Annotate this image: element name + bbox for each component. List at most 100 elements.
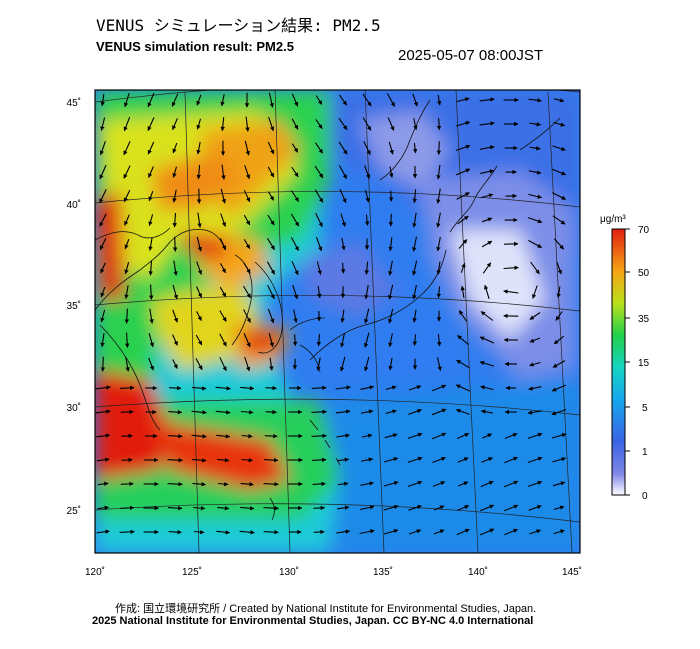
wind-arrow	[340, 309, 345, 323]
wind-arrow	[124, 214, 130, 226]
wind-arrow	[431, 432, 447, 440]
wind-arrow	[312, 481, 326, 487]
wind-arrow	[267, 308, 275, 324]
colorbar-tick: 35	[638, 314, 650, 325]
wind-arrow	[123, 116, 131, 132]
wind-arrow	[193, 529, 205, 535]
wind-arrow	[220, 213, 227, 227]
wind-arrow	[172, 334, 178, 346]
wind-arrow	[292, 334, 298, 347]
wind-arrow	[220, 262, 226, 274]
wind-arrow	[479, 360, 495, 367]
wind-vectors	[95, 92, 567, 536]
wind-arrow	[388, 141, 394, 155]
wind-arrow	[148, 357, 154, 371]
wind-arrow	[169, 385, 182, 391]
wind-arrow	[433, 529, 445, 535]
wind-arrow	[551, 384, 567, 392]
wind-arrow	[195, 286, 203, 298]
wind-arrow	[457, 505, 470, 511]
wind-arrow	[552, 481, 566, 487]
wind-arrow	[149, 308, 154, 324]
wind-arrow	[100, 94, 105, 107]
wind-arrow	[100, 286, 106, 298]
wind-arrow	[383, 480, 399, 487]
wind-arrow	[124, 308, 130, 324]
wind-arrow	[339, 189, 347, 204]
wind-arrow	[436, 188, 441, 204]
license-line: 2025 National Institute for Environmenta…	[92, 615, 534, 627]
wind-arrow	[216, 530, 231, 535]
wind-arrow	[460, 285, 465, 298]
wind-arrow	[293, 309, 298, 323]
wind-arrow	[315, 95, 323, 105]
wind-arrow	[528, 386, 542, 391]
wind-arrow	[291, 143, 299, 153]
wind-arrow	[364, 308, 370, 324]
wind-arrow	[337, 481, 349, 487]
wind-arrow	[360, 409, 374, 414]
wind-arrow	[483, 284, 490, 299]
wind-arrow	[196, 311, 202, 321]
wind-arrow	[388, 333, 393, 348]
wind-arrow	[360, 481, 374, 486]
wind-arrow	[121, 457, 133, 463]
lat-tick-label: 40˚	[67, 199, 81, 211]
wind-arrow	[191, 386, 207, 391]
wind-arrow	[219, 333, 227, 347]
wind-arrow	[268, 333, 274, 348]
wind-arrow	[457, 457, 469, 463]
wind-arrow	[528, 505, 542, 511]
wind-arrow	[528, 193, 543, 199]
wind-arrow	[148, 166, 154, 178]
wind-arrow	[412, 93, 418, 107]
title-english: VENUS simulation result: PM2.5	[96, 39, 294, 54]
wind-arrow	[456, 121, 471, 127]
wind-arrow	[388, 284, 394, 300]
wind-arrow	[529, 312, 541, 320]
wind-arrow	[341, 237, 346, 251]
wind-arrow	[124, 285, 129, 300]
wind-arrow	[412, 260, 418, 276]
wind-arrow	[147, 141, 155, 155]
wind-arrow	[504, 456, 519, 464]
wind-arrow	[191, 434, 207, 439]
wind-arrow	[243, 262, 251, 274]
wind-arrow	[124, 262, 130, 275]
wind-arrow	[219, 286, 227, 298]
wind-arrow	[437, 333, 442, 347]
lon-tick-label: 130˚	[279, 566, 299, 578]
wind-arrow	[412, 236, 418, 252]
wind-arrow	[119, 385, 135, 391]
wind-arrow	[147, 92, 155, 108]
wind-arrow	[148, 214, 154, 227]
wind-arrow	[148, 237, 153, 251]
wind-arrow	[456, 192, 470, 200]
wind-arrow	[148, 284, 154, 300]
wind-arrow	[529, 337, 541, 343]
colorbar-scale	[611, 228, 626, 496]
wind-arrow	[172, 118, 178, 131]
wind-arrow	[481, 217, 493, 223]
wind-arrow	[338, 165, 348, 179]
wind-arrow	[99, 189, 107, 204]
wind-arrow	[361, 457, 374, 462]
wind-arrow	[291, 118, 299, 130]
wind-arrow	[480, 385, 494, 391]
wind-arrow	[407, 456, 423, 463]
wind-arrow	[364, 285, 369, 300]
wind-arrow	[479, 528, 495, 536]
wind-arrow	[362, 93, 372, 107]
wind-arrow	[388, 308, 394, 324]
wind-arrow	[436, 236, 441, 252]
wind-arrow	[555, 311, 563, 321]
wind-arrow	[191, 458, 207, 463]
wind-arrow	[456, 432, 470, 440]
wind-arrow	[269, 357, 274, 371]
wind-arrow	[243, 309, 251, 323]
wind-arrow	[503, 265, 519, 270]
wind-arrow	[553, 529, 565, 535]
wind-arrow	[120, 505, 135, 511]
wind-arrow	[172, 212, 177, 228]
wind-arrow	[504, 433, 518, 439]
